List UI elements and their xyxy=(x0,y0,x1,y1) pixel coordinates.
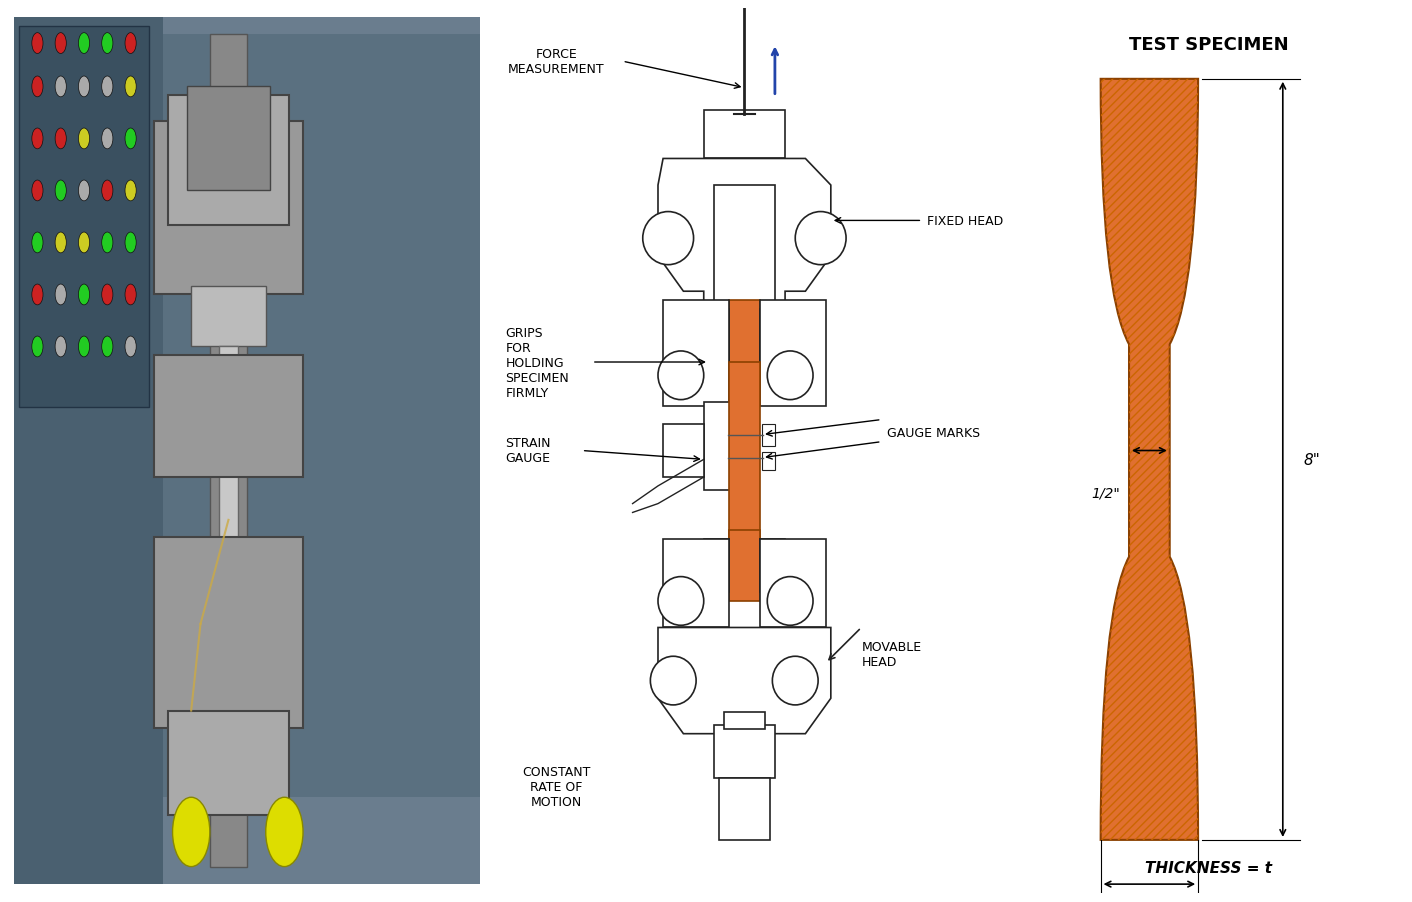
Text: TEST SPECIMEN: TEST SPECIMEN xyxy=(1128,35,1289,53)
Bar xyxy=(664,425,703,477)
Text: FIXED HEAD: FIXED HEAD xyxy=(928,215,1004,227)
Bar xyxy=(714,725,775,778)
Ellipse shape xyxy=(795,212,846,265)
Bar xyxy=(664,300,729,407)
Bar xyxy=(760,539,826,628)
Bar xyxy=(703,402,744,491)
Circle shape xyxy=(172,797,210,867)
Text: CONSTANT
RATE OF
MOTION: CONSTANT RATE OF MOTION xyxy=(522,766,590,808)
Ellipse shape xyxy=(651,657,696,705)
Polygon shape xyxy=(658,160,830,318)
Text: STRAIN
GAUGE: STRAIN GAUGE xyxy=(505,437,551,465)
Circle shape xyxy=(32,33,42,54)
Bar xyxy=(703,539,729,593)
Circle shape xyxy=(55,336,66,357)
Bar xyxy=(154,538,304,728)
Bar xyxy=(760,309,785,381)
Bar xyxy=(762,453,775,471)
Circle shape xyxy=(55,180,66,202)
Bar xyxy=(154,35,480,797)
Text: 8": 8" xyxy=(1305,452,1320,467)
Circle shape xyxy=(126,77,136,97)
Circle shape xyxy=(79,77,89,97)
Circle shape xyxy=(265,797,304,867)
Bar xyxy=(191,287,265,347)
Circle shape xyxy=(79,336,89,357)
Circle shape xyxy=(55,129,66,150)
Bar xyxy=(714,186,775,318)
Circle shape xyxy=(32,180,42,202)
Circle shape xyxy=(55,233,66,253)
Bar xyxy=(168,96,289,226)
Bar xyxy=(724,712,765,730)
Polygon shape xyxy=(658,628,830,734)
Text: THICKNESS = t: THICKNESS = t xyxy=(1145,861,1272,875)
Bar xyxy=(762,425,775,446)
Circle shape xyxy=(32,285,42,306)
Circle shape xyxy=(102,33,113,54)
Circle shape xyxy=(126,233,136,253)
Circle shape xyxy=(102,129,113,150)
Circle shape xyxy=(55,33,66,54)
Circle shape xyxy=(32,233,42,253)
Ellipse shape xyxy=(772,657,818,705)
Bar xyxy=(719,778,770,840)
Bar xyxy=(186,87,271,191)
Text: GRIPS
FOR
HOLDING
SPECIMEN
FIRMLY: GRIPS FOR HOLDING SPECIMEN FIRMLY xyxy=(505,327,569,399)
Text: FORCE
MEASUREMENT: FORCE MEASUREMENT xyxy=(508,48,604,76)
Circle shape xyxy=(79,129,89,150)
Bar xyxy=(210,35,247,867)
Bar xyxy=(219,347,237,538)
Text: GAUGE MARKS: GAUGE MARKS xyxy=(887,427,980,440)
Circle shape xyxy=(126,180,136,202)
Circle shape xyxy=(32,77,42,97)
Ellipse shape xyxy=(767,577,813,626)
Circle shape xyxy=(79,180,89,202)
Circle shape xyxy=(32,336,42,357)
Circle shape xyxy=(55,77,66,97)
Circle shape xyxy=(126,336,136,357)
Bar xyxy=(729,363,760,539)
Bar xyxy=(703,309,729,381)
Ellipse shape xyxy=(658,577,703,626)
Bar xyxy=(154,122,304,295)
Bar xyxy=(168,711,289,815)
Bar xyxy=(154,355,304,477)
Circle shape xyxy=(79,285,89,306)
Circle shape xyxy=(102,77,113,97)
Bar xyxy=(14,18,164,884)
Ellipse shape xyxy=(642,212,693,265)
Ellipse shape xyxy=(658,352,703,400)
Bar xyxy=(760,539,785,593)
PathPatch shape xyxy=(1101,79,1197,840)
Circle shape xyxy=(102,233,113,253)
Text: 1/2": 1/2" xyxy=(1091,486,1121,501)
Circle shape xyxy=(79,233,89,253)
Circle shape xyxy=(126,129,136,150)
Circle shape xyxy=(126,285,136,306)
Bar xyxy=(703,111,785,160)
Circle shape xyxy=(79,33,89,54)
Ellipse shape xyxy=(767,352,813,400)
Circle shape xyxy=(32,129,42,150)
Bar xyxy=(18,27,150,408)
Circle shape xyxy=(102,180,113,202)
Bar xyxy=(729,300,760,389)
Circle shape xyxy=(102,285,113,306)
Bar xyxy=(729,530,760,602)
Circle shape xyxy=(102,336,113,357)
Circle shape xyxy=(126,33,136,54)
Bar xyxy=(760,300,826,407)
Circle shape xyxy=(55,285,66,306)
Bar xyxy=(664,539,729,628)
Text: MOVABLE
HEAD: MOVABLE HEAD xyxy=(861,640,922,668)
